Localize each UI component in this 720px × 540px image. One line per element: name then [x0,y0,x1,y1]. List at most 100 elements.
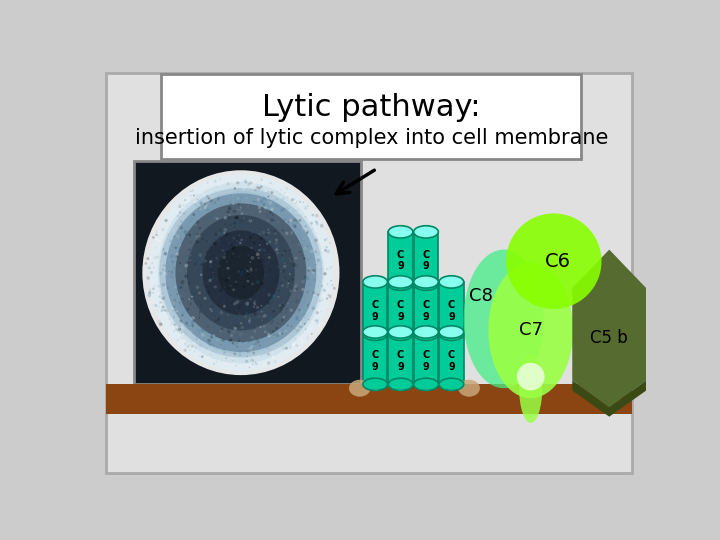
Circle shape [312,214,314,217]
Text: C
9: C 9 [372,350,379,372]
Circle shape [285,311,287,313]
Circle shape [288,302,291,305]
Circle shape [304,276,306,278]
Circle shape [239,244,240,245]
Circle shape [174,286,177,288]
Circle shape [225,253,226,254]
Circle shape [182,285,184,287]
Circle shape [257,315,261,319]
Circle shape [187,324,189,326]
Circle shape [240,239,243,241]
Circle shape [279,224,280,226]
Circle shape [203,282,207,286]
Circle shape [310,256,312,257]
Circle shape [254,188,257,191]
Circle shape [199,236,200,238]
Circle shape [274,280,277,282]
Circle shape [223,232,226,234]
Bar [414,332,438,384]
Circle shape [323,272,327,275]
Circle shape [233,344,235,346]
Circle shape [268,334,270,337]
Circle shape [305,325,307,326]
Circle shape [286,307,288,310]
Circle shape [161,237,162,239]
Circle shape [238,270,240,273]
Circle shape [328,294,330,296]
Circle shape [153,267,155,268]
Circle shape [179,205,181,208]
Circle shape [295,287,298,290]
Circle shape [172,331,174,333]
Circle shape [246,264,248,267]
Circle shape [312,291,315,295]
Circle shape [297,336,300,339]
Circle shape [199,309,203,313]
Circle shape [157,320,161,323]
Circle shape [209,188,210,190]
Circle shape [257,256,260,259]
Text: C
9: C 9 [423,350,430,372]
Circle shape [242,255,243,256]
Circle shape [150,244,153,245]
Circle shape [250,180,252,182]
Circle shape [225,233,228,237]
Circle shape [228,214,230,216]
Circle shape [243,285,245,288]
Circle shape [193,205,196,207]
Circle shape [258,293,259,295]
Circle shape [247,272,249,275]
Circle shape [227,304,228,306]
Circle shape [235,244,238,246]
Circle shape [162,322,164,324]
Circle shape [212,254,215,258]
Circle shape [220,327,223,330]
Circle shape [291,326,292,327]
Circle shape [188,236,189,237]
Ellipse shape [439,276,464,288]
Circle shape [194,332,195,333]
Circle shape [240,272,243,274]
Circle shape [287,282,289,285]
Circle shape [272,197,275,199]
Circle shape [311,306,315,310]
Circle shape [308,303,310,304]
Circle shape [219,352,220,353]
Circle shape [251,220,252,221]
Circle shape [183,312,184,313]
Circle shape [218,325,220,327]
Circle shape [163,309,166,312]
Circle shape [268,213,271,217]
Circle shape [276,295,278,297]
Circle shape [280,271,282,273]
Circle shape [167,233,168,235]
Circle shape [253,212,255,214]
Circle shape [211,346,214,348]
Circle shape [220,205,222,206]
Circle shape [246,267,248,269]
Circle shape [210,196,213,200]
Circle shape [176,342,177,343]
Circle shape [216,278,218,279]
Circle shape [248,366,250,368]
Circle shape [296,329,300,333]
Circle shape [272,247,274,248]
Circle shape [315,311,319,314]
Circle shape [280,208,284,212]
Circle shape [298,211,301,214]
Ellipse shape [363,378,387,390]
Circle shape [261,310,263,313]
Circle shape [264,242,265,244]
Circle shape [289,219,292,222]
Circle shape [320,322,324,325]
Circle shape [252,232,253,233]
Circle shape [254,330,256,333]
Circle shape [181,336,184,339]
Circle shape [174,323,176,326]
Circle shape [248,254,249,255]
Circle shape [193,324,196,327]
Circle shape [165,228,166,229]
Circle shape [276,319,277,320]
Circle shape [293,296,294,297]
Circle shape [216,361,217,362]
